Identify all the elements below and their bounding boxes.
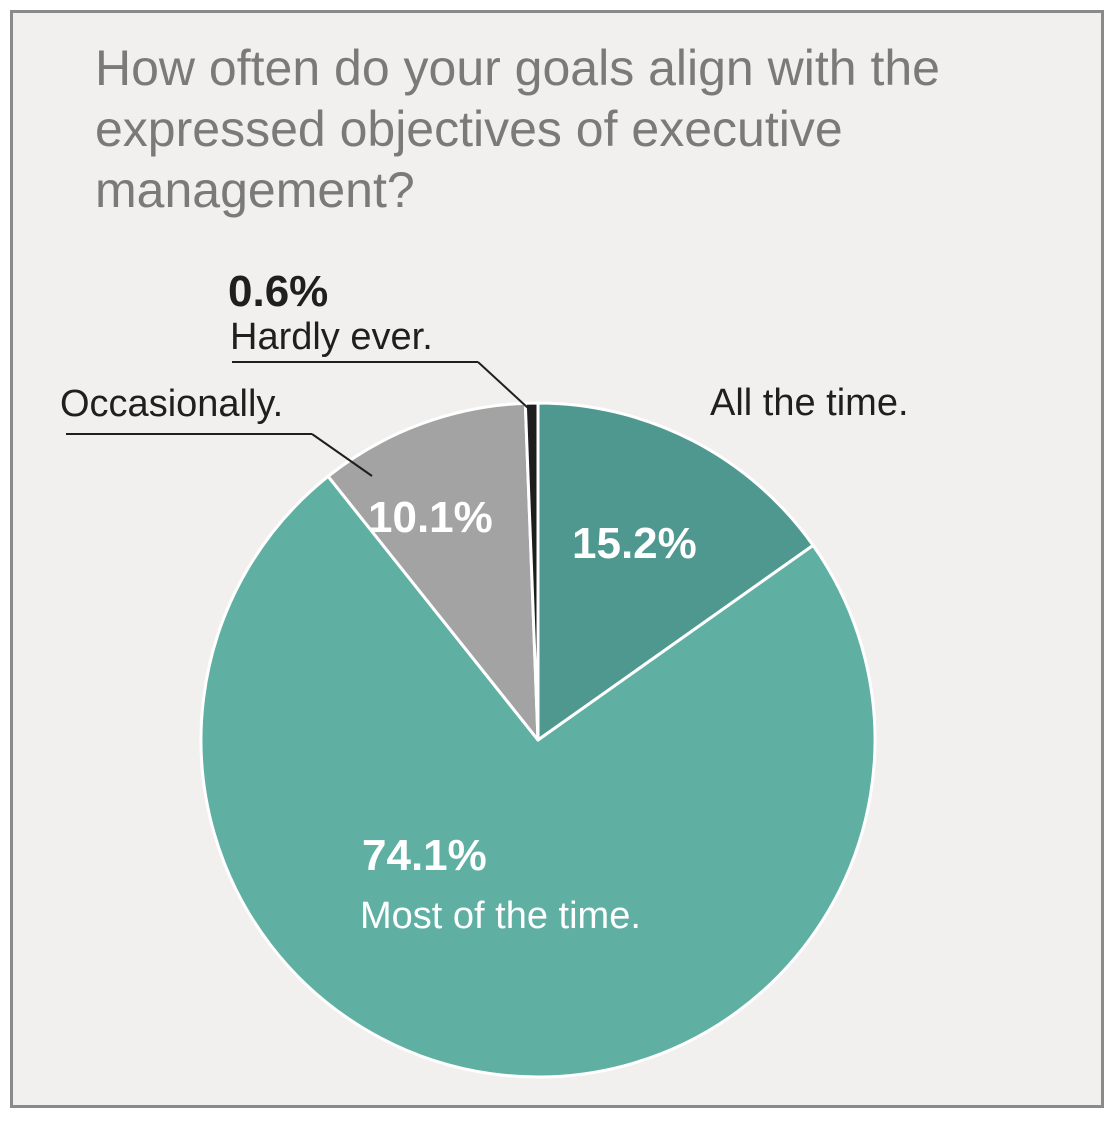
slice-value-all-the-time: 15.2% (572, 519, 697, 568)
slice-most-of-the-time (199, 474, 877, 1079)
leader-line-occasionally-diag (311, 433, 373, 477)
slice-label-all-the-time: All the time. (710, 382, 909, 424)
slice-value-most-of-the-time: 74.1% (362, 831, 487, 880)
slice-value-occasionally: 10.1% (368, 493, 493, 542)
slice-value-hardly-ever: 0.6% (228, 267, 328, 316)
slice-all-the-time (536, 401, 815, 742)
slice-hardly-ever (523, 401, 540, 742)
slice-label-occasionally: Occasionally. (60, 383, 283, 425)
slice-occasionally (326, 401, 540, 742)
leader-line-hardly-ever-diag (477, 361, 529, 409)
slice-label-most-of-the-time: Most of the time. (360, 895, 641, 937)
chart-title: How often do your goals align with the e… (95, 40, 940, 218)
slice-label-hardly-ever: Hardly ever. (230, 316, 433, 358)
